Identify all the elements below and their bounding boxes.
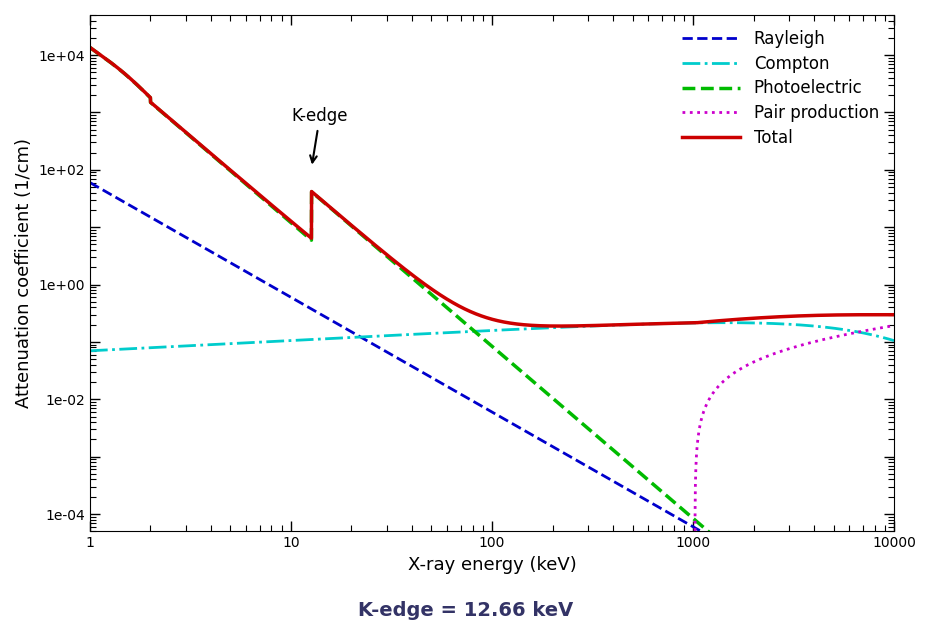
- Rayleigh: [85, 179, 96, 186]
- Compton: [888, 337, 899, 344]
- Compton: [720, 319, 731, 327]
- Photoelectric: [230, 172, 241, 179]
- Y-axis label: Attenuation coefficient (1/cm): Attenuation coefficient (1/cm): [15, 138, 33, 408]
- Rayleigh: [684, 521, 695, 529]
- Rayleigh: [392, 354, 403, 361]
- Photoelectric: [567, 411, 578, 418]
- Pair production: [746, 360, 757, 367]
- Rayleigh: [567, 454, 578, 461]
- Line: Rayleigh: Rayleigh: [90, 182, 894, 633]
- Photoelectric: [607, 446, 618, 453]
- Compton: [85, 347, 96, 354]
- Pair production: [888, 322, 899, 329]
- Line: Pair production: Pair production: [90, 325, 894, 633]
- Total: [85, 44, 96, 51]
- Compton: [567, 323, 578, 330]
- Total: [554, 322, 565, 330]
- Total: [888, 311, 899, 318]
- Rayleigh: [230, 262, 241, 270]
- Photoelectric: [85, 44, 96, 51]
- Compton: [392, 331, 403, 339]
- Compton: [607, 322, 618, 329]
- Legend: Rayleigh, Compton, Photoelectric, Pair production, Total: Rayleigh, Compton, Photoelectric, Pair p…: [676, 23, 885, 153]
- Compton: [684, 319, 695, 327]
- Rayleigh: [607, 477, 618, 485]
- Total: [684, 319, 695, 327]
- Total: [392, 260, 403, 267]
- Total: [567, 322, 578, 330]
- Text: K-edge = 12.66 keV: K-edge = 12.66 keV: [358, 601, 573, 620]
- Photoelectric: [684, 512, 695, 520]
- Line: Total: Total: [90, 47, 894, 326]
- Line: Photoelectric: Photoelectric: [90, 47, 894, 633]
- Total: [607, 321, 618, 329]
- Photoelectric: [746, 564, 757, 572]
- Line: Compton: Compton: [90, 323, 894, 351]
- Text: K-edge: K-edge: [291, 108, 348, 163]
- Photoelectric: [392, 261, 403, 269]
- Total: [230, 171, 241, 179]
- Rayleigh: [746, 556, 757, 563]
- X-axis label: X-ray energy (keV): X-ray energy (keV): [408, 556, 576, 573]
- Compton: [746, 319, 757, 327]
- Compton: [230, 339, 241, 347]
- Total: [746, 315, 757, 322]
